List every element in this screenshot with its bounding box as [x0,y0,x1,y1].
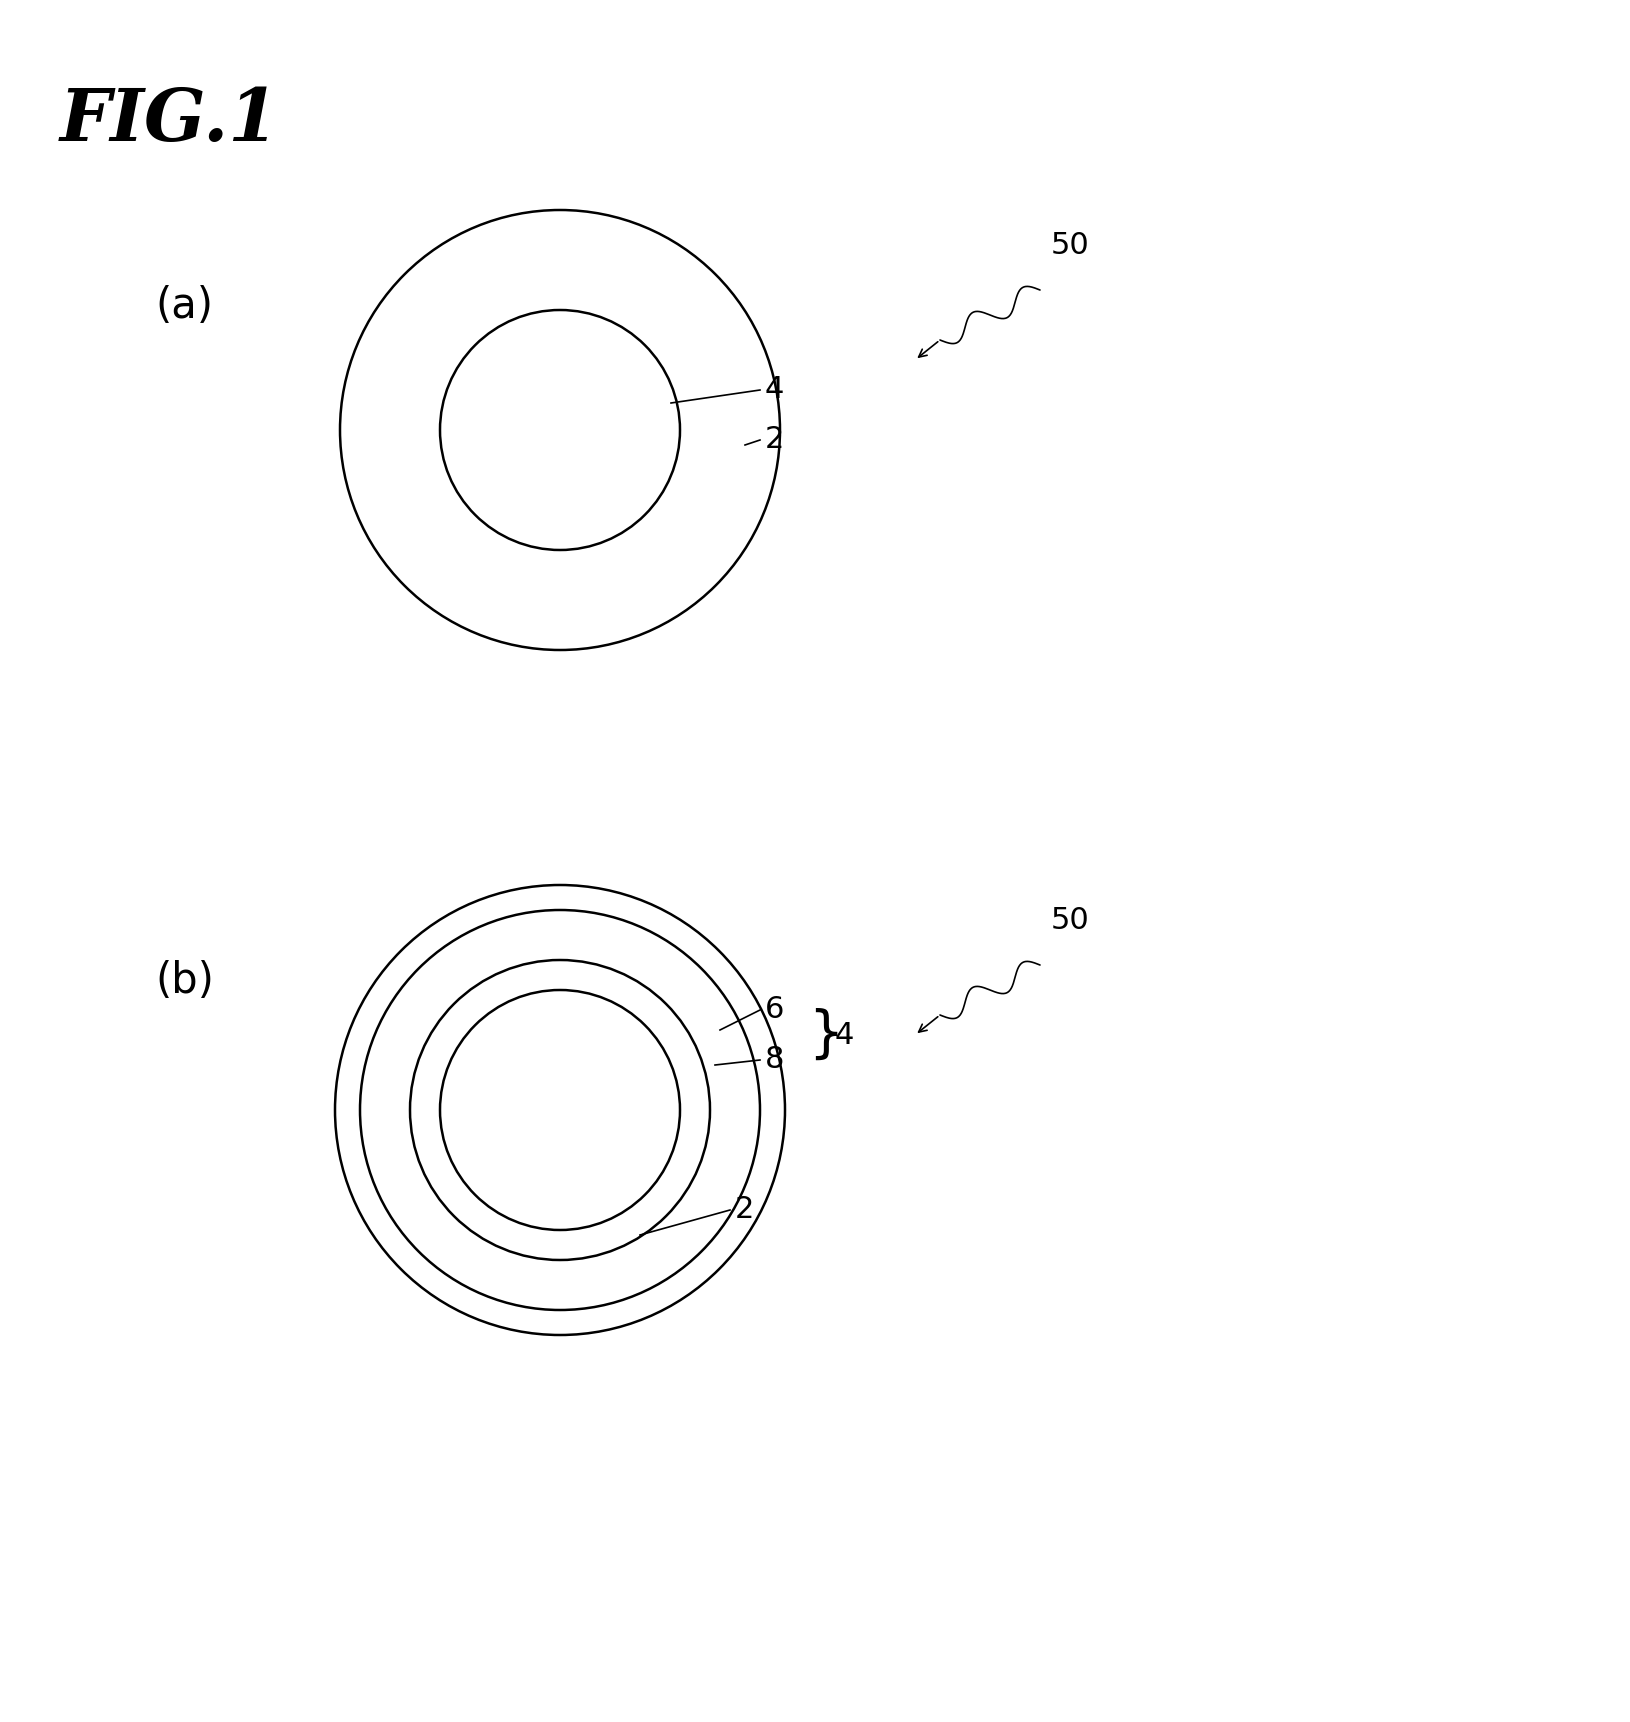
Text: 8: 8 [764,1045,784,1075]
Text: 50: 50 [1051,231,1089,260]
Text: 2: 2 [764,425,784,455]
Text: }: } [808,1007,843,1062]
Text: FIG.1: FIG.1 [60,84,279,157]
Text: 4: 4 [835,1021,854,1049]
Text: (a): (a) [155,286,214,327]
Text: 2: 2 [735,1195,755,1224]
Text: 4: 4 [764,375,784,405]
Text: 50: 50 [1051,906,1089,935]
Text: (b): (b) [155,959,214,1002]
Text: 6: 6 [764,995,784,1025]
